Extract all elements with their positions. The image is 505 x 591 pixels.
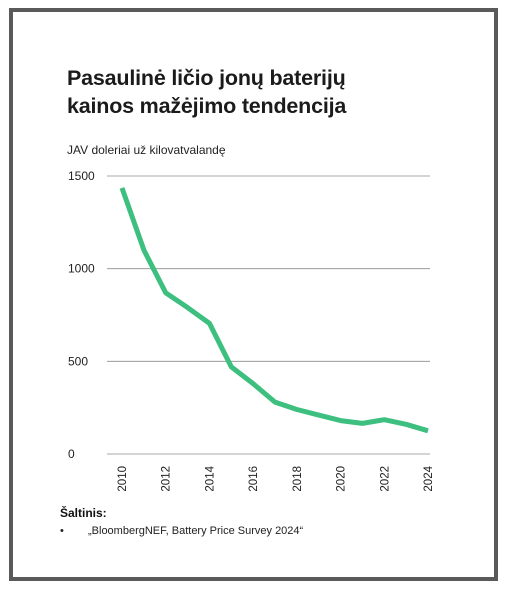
y-axis-label: JAV doleriai už kilovatvalandę xyxy=(67,143,226,157)
source-item: • „BloombergNEF, Battery Price Survey 202… xyxy=(60,525,303,537)
x-tick-label-2020: 2020 xyxy=(336,466,348,492)
series-line-0 xyxy=(119,187,429,434)
x-tick-label-2014: 2014 xyxy=(204,465,216,491)
chart-title-line-1: Pasaulinė ličio jonų baterijų xyxy=(67,66,346,90)
source-text: „BloombergNEF, Battery Price Survey 2024… xyxy=(88,525,304,537)
y-tick-label-1000: 1000 xyxy=(68,262,95,276)
x-tick-label-2012: 2012 xyxy=(161,466,173,492)
source-heading: Šaltinis: xyxy=(60,506,107,520)
x-tick-label-2018: 2018 xyxy=(292,466,304,492)
y-tick-label-0: 0 xyxy=(68,447,75,461)
chart-title: Pasaulinė ličio jonų baterijų kainos maž… xyxy=(67,64,467,120)
x-tick-label-2016: 2016 xyxy=(248,466,260,492)
x-tick-label-2010: 2010 xyxy=(117,466,129,492)
x-tick-label-2024: 2024 xyxy=(423,465,435,491)
x-tick-label-2022: 2022 xyxy=(379,466,391,492)
y-tick-label-500: 500 xyxy=(68,354,88,368)
chart-title-line-2: kainos mažėjimo tendencija xyxy=(67,94,347,118)
bullet-marker: • xyxy=(60,525,64,537)
y-tick-label-1500: 1500 xyxy=(68,169,95,183)
figure-frame xyxy=(9,8,498,581)
